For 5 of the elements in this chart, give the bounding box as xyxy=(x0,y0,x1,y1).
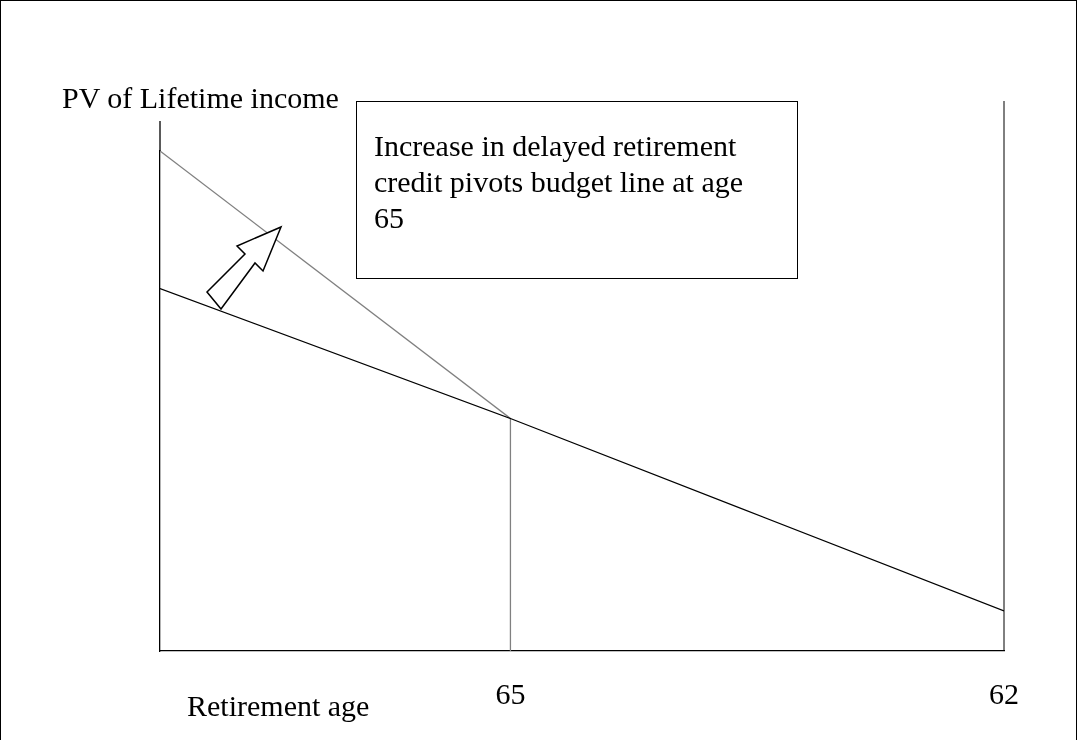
x-axis-title: Retirement age xyxy=(187,689,370,723)
text-box: Increase in delayed retirement credit pivots budget line at age 65 xyxy=(356,101,798,279)
x-tick-label: 62 xyxy=(989,676,1019,710)
x-tick-label: 65 xyxy=(495,676,526,710)
y-axis-title: PV of Lifetime income xyxy=(62,81,339,115)
